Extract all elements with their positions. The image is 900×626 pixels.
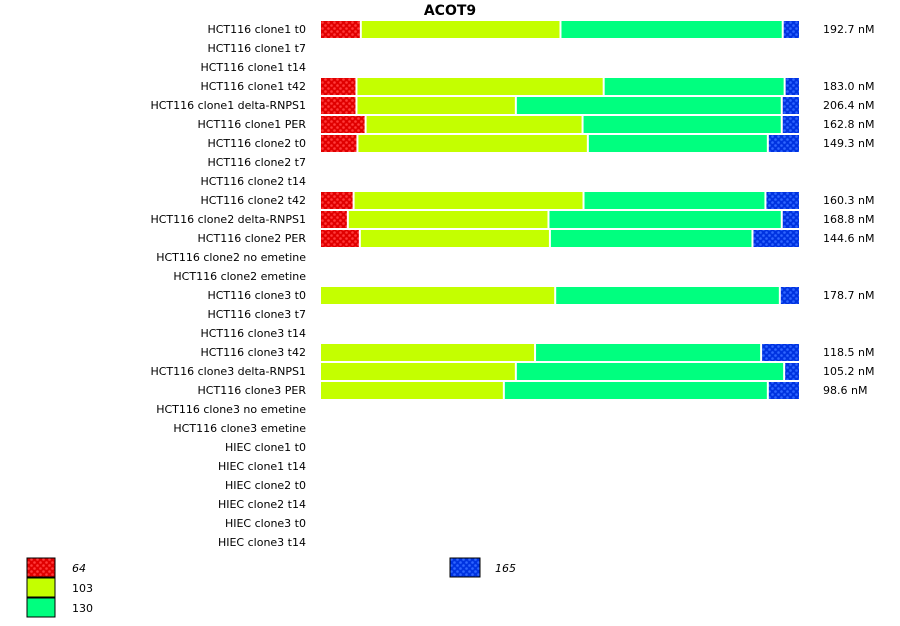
bar-segment-130 — [504, 382, 767, 399]
bar-segment-103 — [321, 287, 555, 304]
total-label: 144.6 nM — [823, 232, 874, 245]
bar-segment-103 — [321, 363, 515, 380]
bar-segment-165 — [768, 382, 799, 399]
bar-segment-130 — [536, 344, 761, 361]
total-label: 178.7 nM — [823, 289, 874, 302]
category-label: HCT116 clone1 t14 — [200, 61, 306, 74]
bar-segment-103 — [360, 230, 549, 247]
category-label: HCT116 clone3 emetine — [173, 422, 306, 435]
bar-segment-165 — [785, 78, 799, 95]
legend-swatch-103 — [26, 577, 56, 598]
bar-segment-165 — [762, 344, 799, 361]
legend-label: 64 — [72, 562, 86, 575]
bar-segment-103 — [354, 192, 583, 209]
category-label: HIEC clone1 t14 — [218, 460, 306, 473]
category-label: HCT116 clone3 t14 — [200, 327, 306, 340]
bar-segment-130 — [550, 230, 752, 247]
bar-segment-165 — [780, 287, 799, 304]
category-label: HIEC clone2 t0 — [225, 479, 306, 492]
bar-segment-165 — [783, 21, 799, 38]
category-label: HIEC clone3 t0 — [225, 517, 306, 530]
category-label: HCT116 clone1 t7 — [207, 42, 306, 55]
bar-segment-130 — [588, 135, 767, 152]
bar-segment-130 — [584, 192, 765, 209]
category-label: HCT116 clone1 PER — [198, 118, 307, 131]
bar-segment-64 — [321, 135, 357, 152]
legend-swatch-130 — [26, 597, 56, 618]
bar-segment-165 — [766, 192, 799, 209]
category-label: HCT116 clone2 t0 — [207, 137, 306, 150]
category-label: HIEC clone1 t0 — [225, 441, 306, 454]
chart-title: ACOT9 — [424, 3, 476, 19]
bar-segment-64 — [321, 192, 353, 209]
category-label: HCT116 clone3 delta-RNPS1 — [150, 365, 306, 378]
category-label: HCT116 clone2 t42 — [200, 194, 306, 207]
bar-segment-165 — [753, 230, 799, 247]
total-label: 206.4 nM — [823, 99, 874, 112]
bar-segment-103 — [321, 344, 535, 361]
category-label: HCT116 clone2 delta-RNPS1 — [150, 213, 306, 226]
category-label: HCT116 clone3 t0 — [207, 289, 306, 302]
legend-label: 130 — [72, 602, 93, 615]
total-label: 160.3 nM — [823, 194, 874, 207]
total-label: 98.6 nM — [823, 384, 867, 397]
bar-segment-165 — [785, 363, 799, 380]
category-label: HCT116 clone3 t42 — [200, 346, 306, 359]
bar-segment-103 — [366, 116, 582, 133]
bar-segment-165 — [782, 116, 799, 133]
bar-segment-64 — [321, 97, 356, 114]
legend-swatch-64 — [26, 557, 56, 578]
category-label: HCT116 clone1 t42 — [200, 80, 306, 93]
bar-segment-103 — [358, 135, 587, 152]
bar-segment-130 — [556, 287, 779, 304]
category-label: HCT116 clone2 no emetine — [156, 251, 306, 264]
legend-swatch-165 — [449, 557, 481, 578]
total-label: 118.5 nM — [823, 346, 874, 359]
bar-segment-130 — [516, 363, 784, 380]
total-label: 168.8 nM — [823, 213, 874, 226]
bar-segment-103 — [357, 78, 603, 95]
category-label: HCT116 clone3 PER — [198, 384, 307, 397]
bar-segment-130 — [516, 97, 781, 114]
total-label: 105.2 nM — [823, 365, 874, 378]
legend-label: 165 — [495, 562, 516, 575]
total-label: 162.8 nM — [823, 118, 874, 131]
category-label: HCT116 clone1 t0 — [207, 23, 306, 36]
bar-segment-103 — [361, 21, 560, 38]
bar-segment-64 — [321, 230, 359, 247]
total-label: 192.7 nM — [823, 23, 874, 36]
bar-segment-64 — [321, 211, 347, 228]
bar-segment-130 — [549, 211, 781, 228]
category-label: HIEC clone2 t14 — [218, 498, 306, 511]
category-label: HCT116 clone2 PER — [198, 232, 307, 245]
category-label: HIEC clone3 t14 — [218, 536, 306, 549]
category-label: HCT116 clone3 no emetine — [156, 403, 306, 416]
bar-segment-64 — [321, 116, 365, 133]
bar-segment-103 — [357, 97, 515, 114]
bar-segment-64 — [321, 78, 356, 95]
category-label: HCT116 clone2 emetine — [173, 270, 306, 283]
category-label: HCT116 clone2 t14 — [200, 175, 306, 188]
bar-segment-103 — [321, 382, 503, 399]
bar-segment-130 — [583, 116, 781, 133]
total-label: 149.3 nM — [823, 137, 874, 150]
category-label: HCT116 clone2 t7 — [207, 156, 306, 169]
bar-segment-130 — [604, 78, 784, 95]
total-label: 183.0 nM — [823, 80, 874, 93]
bar-segment-103 — [348, 211, 548, 228]
category-label: HCT116 clone3 t7 — [207, 308, 306, 321]
bar-segment-130 — [561, 21, 782, 38]
bar-segment-165 — [782, 97, 799, 114]
legend-label: 103 — [72, 582, 93, 595]
bar-segment-64 — [321, 21, 360, 38]
category-label: HCT116 clone1 delta-RNPS1 — [150, 99, 306, 112]
bar-segment-165 — [782, 211, 799, 228]
bar-segment-165 — [768, 135, 799, 152]
